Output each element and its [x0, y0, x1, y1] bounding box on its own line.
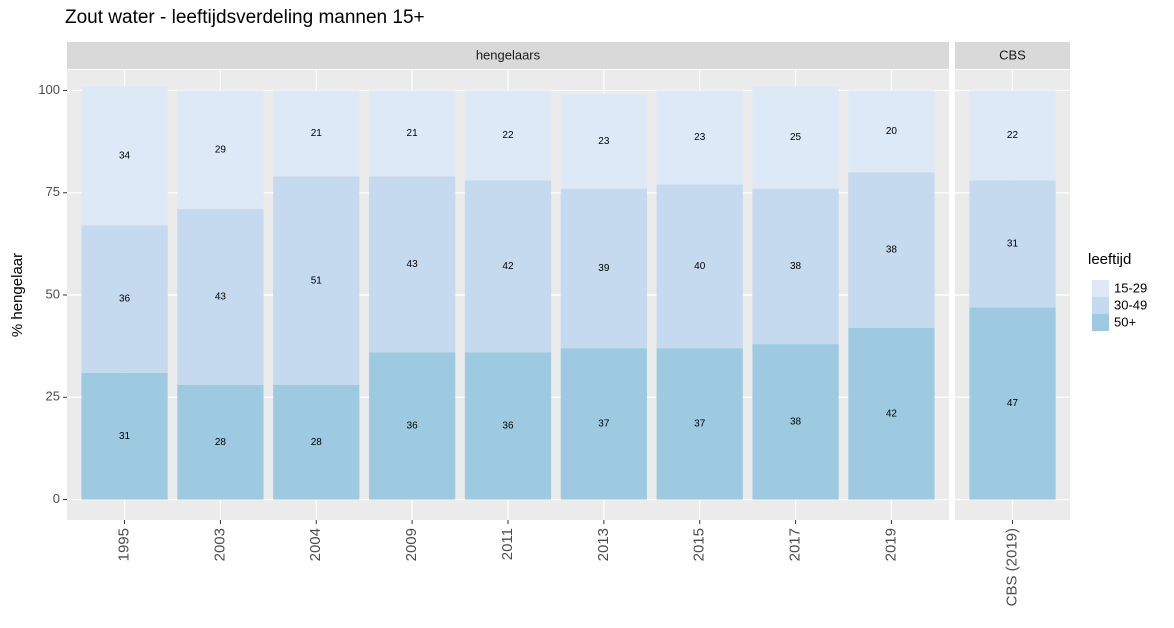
facet-label: CBS	[999, 47, 1026, 62]
data-label: 34	[119, 151, 131, 162]
data-label: 23	[598, 136, 610, 147]
bar-segment	[81, 372, 168, 500]
y-tick-label: 0	[53, 491, 60, 506]
data-label: 42	[502, 261, 514, 272]
data-label: 40	[694, 261, 706, 272]
bar-segment	[81, 225, 168, 373]
legend-key	[1092, 297, 1109, 314]
y-tick-label: 100	[38, 82, 60, 97]
bar-segment	[560, 348, 647, 500]
bar-segment	[969, 90, 1056, 181]
x-tick-label: CBS (2019)	[1003, 528, 1020, 606]
data-label: 22	[502, 130, 514, 141]
legend-label: 15-29	[1114, 280, 1147, 295]
facet-strip	[67, 42, 949, 69]
data-label: 36	[407, 421, 419, 432]
bar-segment	[560, 94, 647, 189]
legend-key	[1092, 314, 1109, 331]
bar-segment	[752, 188, 839, 345]
data-label: 29	[215, 144, 227, 155]
data-label: 28	[311, 437, 323, 448]
data-label: 39	[598, 263, 610, 274]
x-tick-label: 2003	[211, 528, 228, 561]
data-label: 38	[790, 261, 802, 272]
data-label: 36	[119, 294, 131, 305]
data-label: 25	[790, 132, 802, 143]
data-label: 31	[1007, 239, 1019, 250]
bar-segment	[848, 172, 935, 328]
x-tick-label: 2004	[307, 528, 324, 561]
x-tick-label: 2019	[882, 528, 899, 561]
data-label: 21	[407, 128, 419, 139]
bar-segment	[368, 176, 456, 353]
bar-segment	[848, 327, 935, 500]
data-label: 37	[598, 419, 610, 430]
bar-segment	[560, 188, 647, 349]
legend-key	[1092, 280, 1109, 297]
x-tick-label: 1995	[115, 528, 132, 561]
data-label: 36	[502, 421, 514, 432]
data-label: 23	[694, 132, 706, 143]
bar-segment	[656, 184, 743, 349]
bar-segment	[368, 352, 456, 500]
bar-segment	[177, 90, 264, 210]
y-tick-label: 50	[46, 286, 60, 301]
bar-segment	[464, 352, 552, 500]
data-label: 28	[215, 437, 227, 448]
x-tick-label: 2013	[595, 528, 612, 561]
bar-segment	[273, 176, 360, 385]
data-label: 43	[215, 292, 227, 303]
bar-segment	[368, 90, 456, 177]
bar-segment	[81, 86, 168, 226]
legend-title: leeftijd	[1088, 251, 1131, 268]
facet-strip	[954, 42, 1070, 69]
x-tick-label: 2009	[403, 528, 420, 561]
data-label: 22	[1007, 130, 1019, 141]
x-tick-label: 2011	[499, 528, 516, 560]
facet-label: hengelaars	[476, 47, 541, 62]
y-tick-label: 75	[46, 184, 60, 199]
data-label: 43	[407, 259, 419, 270]
data-label: 38	[790, 416, 802, 427]
data-label: 37	[694, 419, 706, 430]
chart-title: Zout water - leeftijdsverdeling mannen 1…	[65, 7, 425, 28]
bar-segment	[848, 90, 935, 173]
data-label: 47	[1007, 398, 1019, 409]
data-label: 51	[311, 275, 323, 286]
data-label: 20	[886, 126, 898, 137]
y-axis-label: % hengelaar	[9, 253, 26, 337]
y-tick-label: 25	[46, 389, 60, 404]
bar-segment	[464, 90, 552, 181]
bar-segment	[177, 385, 264, 500]
data-label: 38	[886, 245, 898, 256]
bar-segment	[464, 180, 552, 353]
bar-segment	[752, 344, 839, 500]
data-label: 21	[311, 128, 323, 139]
bar-segment	[273, 385, 360, 500]
bar-segment	[273, 90, 360, 177]
bar-segment	[969, 307, 1056, 500]
data-label: 42	[886, 408, 898, 419]
x-tick-label: 2017	[787, 528, 804, 561]
bar-segment	[177, 209, 264, 385]
bar-segment	[656, 348, 743, 500]
bar-segment	[656, 90, 743, 185]
legend-label: 30-49	[1114, 297, 1147, 312]
x-tick-label: 2015	[691, 528, 708, 561]
legend-label: 50+	[1114, 314, 1136, 329]
bar-segment	[969, 180, 1056, 308]
data-label: 31	[119, 431, 131, 442]
bar-segment	[752, 86, 839, 189]
